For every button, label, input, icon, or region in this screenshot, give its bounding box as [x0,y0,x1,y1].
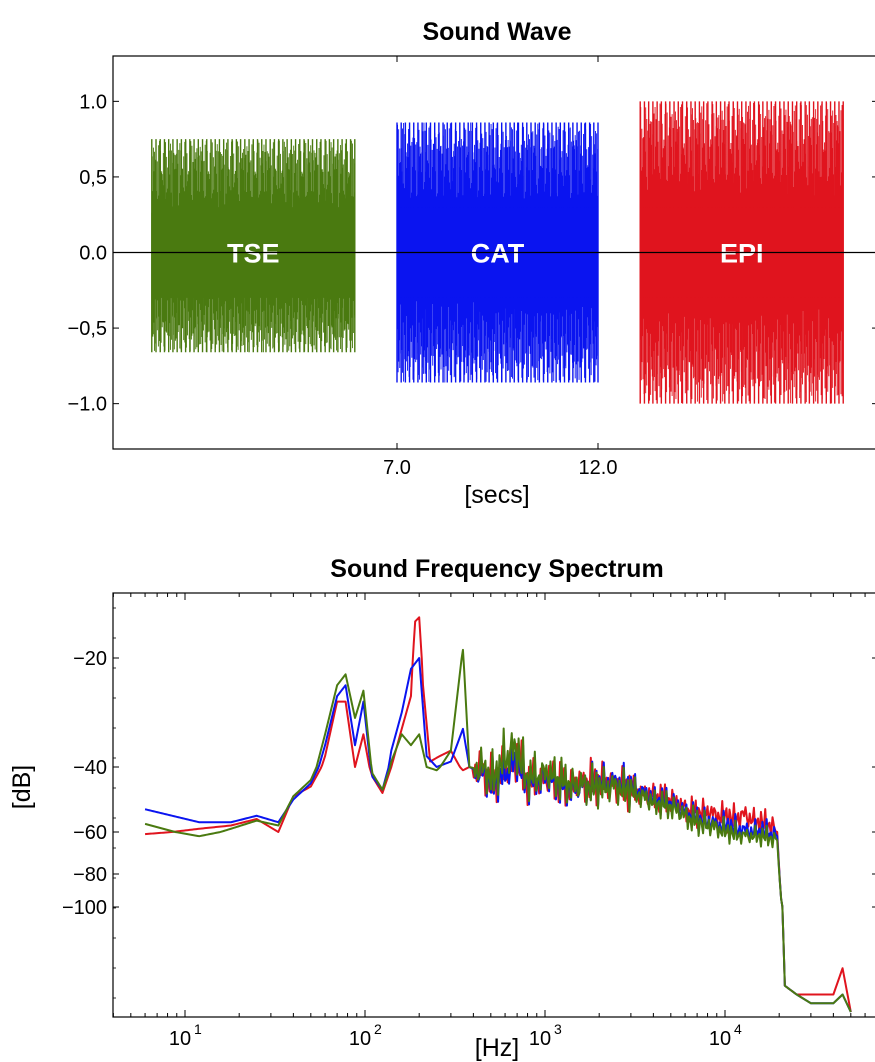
wave-y-tick-label: −0,5 [68,318,107,340]
wave-y-tick-label: 0.0 [79,243,107,265]
wave-x-axis-label: [secs] [464,481,529,509]
spectrum-series-epi [144,616,852,1013]
spectrum-x-tick-exponent: 2 [374,1021,382,1037]
spectrum-y-tick-label: −80 [73,864,107,886]
wave-label-epi: EPI [720,239,764,269]
wave-y-axis: 1.0 0,5 0.0 −0,5 −1.0 [68,91,875,416]
spectrum-x-tick-exponent: 3 [554,1021,562,1037]
spectrum-x-tick-exponent: 4 [734,1021,742,1037]
spectrum-x-tick-label: 10 [529,1028,551,1050]
wave-y-tick-label: −1.0 [68,394,107,416]
spectrum-y-tick-label: −20 [73,648,107,670]
wave-y-tick-label: 0,5 [79,167,107,189]
wave-series-tse: TSE [151,139,356,353]
wave-x-tick-label: 7.0 [383,457,411,479]
spectrum-x-axis-label: [Hz] [475,1034,519,1062]
spectrum-y-axis-label: [dB] [8,765,36,809]
spectrum-x-tick-label: 10 [169,1028,191,1050]
wave-x-axis: 7.0 12.0 [383,56,617,479]
spectrum-plot-frame [112,592,875,1018]
spectrum-plot-area [144,616,852,1013]
spectrum-y-axis: −20 −40 −60 −80 −100 [62,607,875,999]
wave-label-tse: TSE [227,239,280,269]
spectrum-x-axis: 10 1 10 2 10 3 10 4 [112,593,866,1050]
spectrum-chart-title: Sound Frequency Spectrum [330,555,663,583]
spectrum-y-tick-label: −40 [73,757,107,779]
spectrum-series-tse [144,648,852,1013]
wave-chart-title: Sound Wave [422,18,571,46]
wave-plot-area: TSE CAT EPI [113,101,875,404]
spectrum-x-tick-exponent: 1 [194,1021,202,1037]
spectrum-y-tick-label: −60 [73,822,107,844]
wave-label-cat: CAT [471,239,525,269]
wave-x-tick-label: 12.0 [579,457,618,479]
wave-y-tick-label: 1.0 [79,91,107,113]
spectrum-y-tick-label: −100 [62,897,107,919]
spectrum-x-tick-label: 10 [349,1028,371,1050]
spectrum-x-tick-label: 10 [709,1028,731,1050]
